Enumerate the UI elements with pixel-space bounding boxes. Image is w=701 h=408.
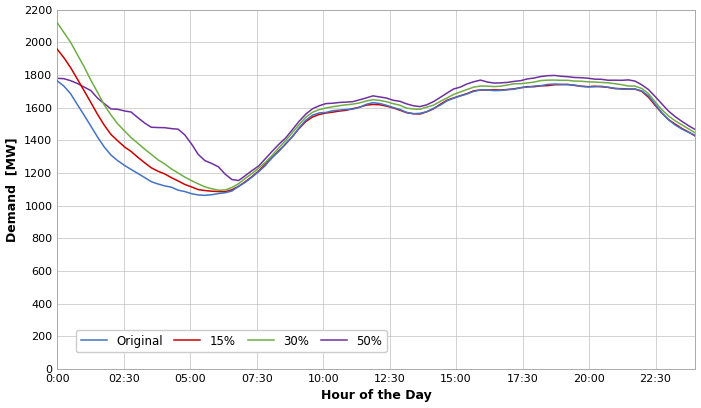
50% <box>241 173 250 178</box>
15% <box>691 134 700 139</box>
Original <box>241 180 250 185</box>
Line: Original: Original <box>57 81 695 195</box>
Original <box>402 110 411 115</box>
15% <box>382 104 390 109</box>
50% <box>53 76 62 81</box>
30% <box>402 106 411 111</box>
Y-axis label: Demand  [MW]: Demand [MW] <box>6 137 18 242</box>
Original <box>200 193 209 198</box>
30% <box>140 146 149 151</box>
15% <box>221 189 229 194</box>
30% <box>335 103 343 108</box>
X-axis label: Hour of the Day: Hour of the Day <box>321 390 432 402</box>
Original <box>335 108 343 113</box>
50% <box>382 95 390 100</box>
15% <box>644 95 653 100</box>
50% <box>550 73 559 78</box>
50% <box>402 102 411 106</box>
30% <box>53 20 62 25</box>
Original <box>691 133 700 138</box>
50% <box>651 94 660 99</box>
15% <box>402 110 411 115</box>
30% <box>215 188 223 193</box>
30% <box>644 91 653 96</box>
Original <box>644 93 653 98</box>
30% <box>382 99 390 104</box>
Line: 30%: 30% <box>57 22 695 190</box>
Original <box>53 78 62 83</box>
Line: 15%: 15% <box>57 49 695 192</box>
30% <box>241 176 250 181</box>
15% <box>241 179 250 184</box>
15% <box>140 160 149 165</box>
50% <box>335 100 343 105</box>
Original <box>382 103 390 108</box>
30% <box>691 131 700 135</box>
15% <box>335 109 343 113</box>
Line: 50%: 50% <box>57 75 695 180</box>
50% <box>234 178 243 183</box>
Original <box>140 175 149 180</box>
50% <box>691 127 700 132</box>
Legend: Original, 15%, 30%, 50%: Original, 15%, 30%, 50% <box>76 330 387 353</box>
50% <box>140 120 149 125</box>
15% <box>53 47 62 52</box>
